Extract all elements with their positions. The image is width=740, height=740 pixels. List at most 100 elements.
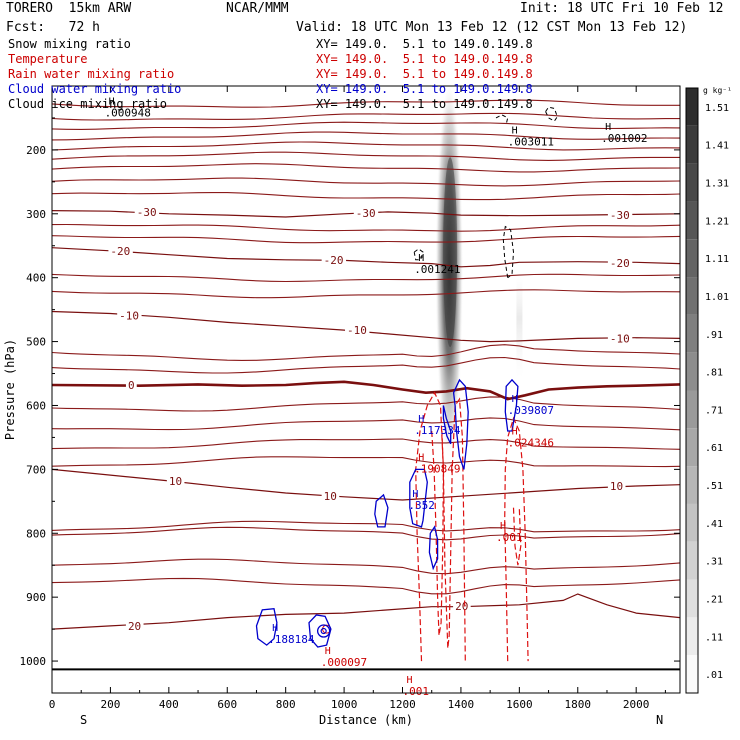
max-marker: H bbox=[418, 253, 424, 264]
valid-time: Valid: 18 UTC Mon 13 Feb 12 (12 CST Mon … bbox=[296, 20, 688, 35]
legend-label: Cloud ice mixing ratio bbox=[8, 97, 167, 111]
potential-temperature-contours bbox=[51, 99, 681, 595]
max-value-label: .003011 bbox=[508, 135, 554, 148]
temperature-contour-label: 20 bbox=[455, 600, 468, 613]
theta-contour bbox=[51, 223, 681, 232]
max-value-label: .188184 bbox=[268, 633, 315, 646]
colorbar-label: .71 bbox=[705, 405, 723, 416]
y-axis-label: Pressure (hPa) bbox=[3, 339, 17, 440]
y-tick-label: 300 bbox=[26, 208, 46, 221]
colorbar-label: 1.11 bbox=[705, 254, 729, 265]
y-tick-label: 600 bbox=[26, 399, 46, 412]
cloud-ice-contours bbox=[413, 106, 558, 279]
temperature-contour-label: 10 bbox=[169, 475, 182, 488]
temperature-contour bbox=[51, 310, 681, 343]
theta-contour bbox=[51, 121, 681, 130]
max-value-label: .001 bbox=[496, 531, 523, 544]
temperature-contour-label: -10 bbox=[347, 324, 367, 337]
colorbar-label: .11 bbox=[705, 632, 723, 643]
max-marker: H bbox=[407, 675, 413, 686]
colorbar-frame bbox=[685, 87, 699, 694]
cloud-water-contour bbox=[255, 607, 278, 646]
y-tick-label: 200 bbox=[26, 144, 46, 157]
temperature-label-bg bbox=[607, 209, 633, 222]
x-tick-label: 1800 bbox=[565, 698, 592, 711]
temperature-contour-label: -20 bbox=[110, 245, 130, 258]
max-value-label: .352 bbox=[408, 499, 435, 512]
x-tick-label: 2000 bbox=[623, 698, 650, 711]
temperature-contour-label: 0 bbox=[128, 379, 135, 392]
max-value-label: .001241 bbox=[414, 263, 460, 276]
max-marker: H bbox=[412, 489, 418, 500]
colorbar: 1.51 1.41 1.31 1.21 1.11 1.01 .91 .81 .71 .61 .51.… bbox=[685, 86, 732, 694]
max-value-label: .117334 bbox=[414, 424, 461, 437]
colorbar-swatch bbox=[686, 541, 698, 580]
max-value-label: .039807 bbox=[508, 404, 554, 417]
max-marker: H bbox=[512, 125, 518, 136]
colorbar-swatch bbox=[686, 390, 698, 429]
colorbar-swatch bbox=[686, 88, 698, 126]
legend-label: Snow mixing ratio bbox=[8, 37, 131, 51]
forecast-hour: Fcst: 72 h bbox=[6, 20, 100, 35]
temperature-contour-label: -10 bbox=[610, 332, 630, 345]
x-tick-label: 1600 bbox=[506, 698, 533, 711]
theta-contour bbox=[51, 344, 681, 361]
temperature-contour bbox=[51, 210, 681, 218]
cloud-water-contours bbox=[255, 378, 519, 648]
x-tick-label: 800 bbox=[276, 698, 296, 711]
theta-contour bbox=[51, 177, 681, 187]
colorbar-swatch bbox=[686, 163, 698, 202]
theta-contour bbox=[51, 456, 681, 468]
colorbar-swatch bbox=[686, 314, 698, 353]
theta-contour bbox=[51, 417, 681, 431]
cloud-ice-contour bbox=[413, 248, 424, 261]
colorbar-label: .21 bbox=[705, 594, 723, 605]
colorbar-swatch bbox=[686, 277, 698, 315]
colorbar-label: 1.51 bbox=[705, 103, 729, 114]
cloud-water-contour bbox=[428, 525, 439, 571]
temperature-contour-label: -30 bbox=[137, 206, 157, 219]
x-tick-label: 600 bbox=[217, 698, 237, 711]
colorbar-label: 1.41 bbox=[705, 141, 729, 152]
snow-core-center bbox=[443, 157, 458, 348]
legend-label: Rain water mixing ratio bbox=[8, 67, 175, 81]
max-marker: H bbox=[500, 521, 506, 532]
snow-minor bbox=[516, 277, 523, 378]
temperature-contour-label: -10 bbox=[119, 309, 139, 322]
colorbar-label: .01 bbox=[705, 670, 723, 681]
colorbar-swatch bbox=[686, 579, 698, 618]
cloud-water-contour bbox=[504, 378, 519, 432]
temperature-label-bg bbox=[321, 490, 340, 503]
x-tick-label: 400 bbox=[159, 698, 179, 711]
north-label: N bbox=[656, 713, 663, 727]
temperature-label-bg bbox=[125, 619, 144, 632]
temperature-contour bbox=[51, 380, 681, 401]
theta-contour bbox=[51, 577, 681, 595]
rain-contour bbox=[431, 430, 445, 636]
cloud-water-contour bbox=[308, 614, 332, 648]
theta-contour bbox=[51, 151, 680, 161]
temperature-contour-label: 10 bbox=[610, 480, 623, 493]
max-value-label: .001 bbox=[403, 685, 430, 698]
max-value-label: .001002 bbox=[601, 132, 647, 145]
cloud-water-contour bbox=[374, 493, 389, 528]
temperature-contour-label: -20 bbox=[610, 257, 630, 270]
cloud-water-contour bbox=[409, 468, 428, 528]
legend-xy: XY= 149.0. 5.1 to 149.0.149.8 bbox=[316, 82, 533, 96]
y-tick-label: 500 bbox=[26, 336, 46, 349]
temperature-label-bg bbox=[345, 324, 370, 337]
temperature-contour bbox=[51, 468, 681, 501]
temperature-label-bg bbox=[321, 253, 347, 266]
cloud-ice-contour bbox=[495, 114, 509, 125]
colorbar-swatch bbox=[686, 201, 698, 240]
max-value-label: .000097 bbox=[321, 656, 367, 669]
temperature-contour-label: -20 bbox=[324, 254, 344, 267]
temperature-contour-label: 20 bbox=[128, 620, 141, 633]
colorbar-label: 1.21 bbox=[705, 216, 729, 227]
temperature-label-bg bbox=[108, 244, 133, 257]
snow-mixing-shading bbox=[435, 87, 523, 468]
y-tick-label: 800 bbox=[26, 527, 46, 540]
max-value-label: .024346 bbox=[508, 436, 554, 449]
rain-contour bbox=[415, 391, 466, 662]
theta-contour bbox=[51, 396, 681, 412]
